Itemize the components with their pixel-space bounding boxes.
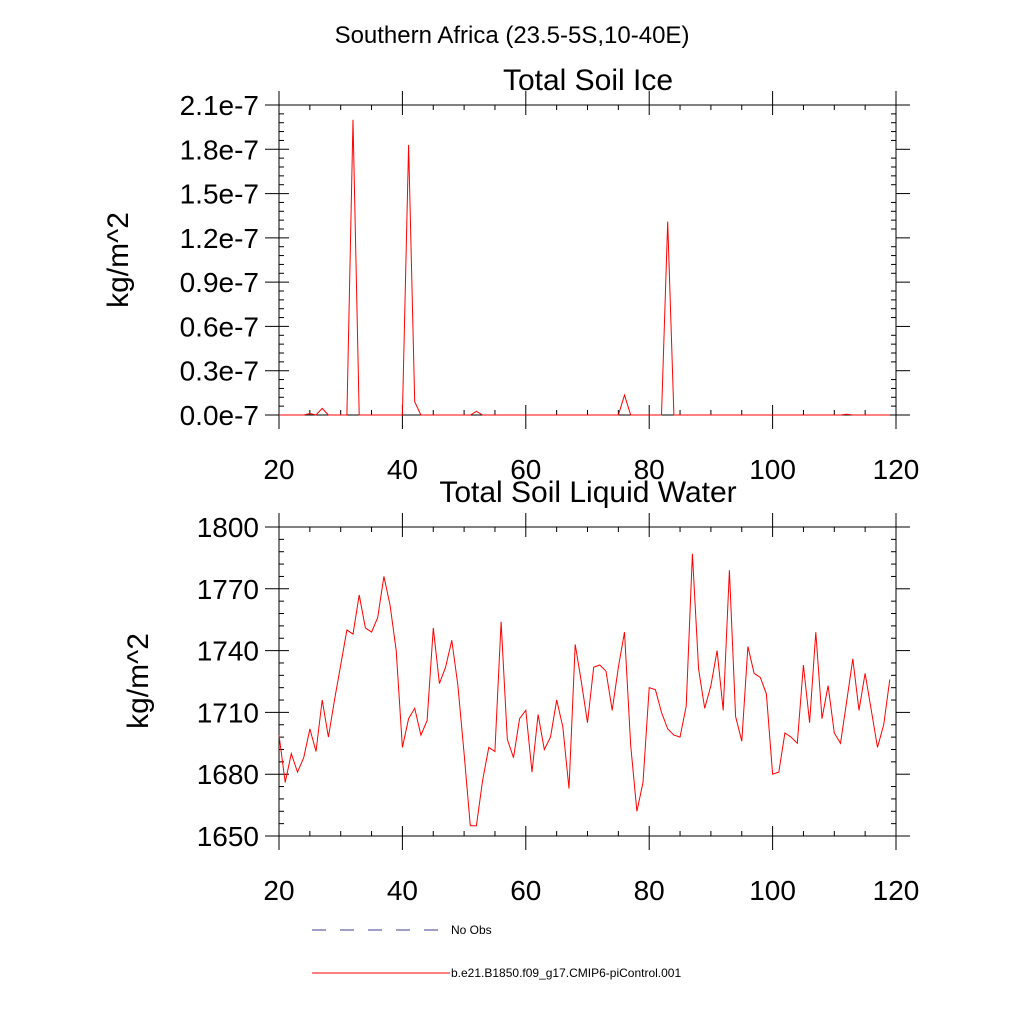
series-line [279, 119, 890, 416]
series-line [278, 553, 891, 827]
y-tick-label: 0.0e-7 [180, 400, 259, 431]
x-ticks: 20 40 60 80 100 120 [263, 513, 919, 906]
panel-total-soil-liquid-water: Total Soil Liquid Water kg/m^2 165016801… [122, 476, 919, 906]
y-tick-label: 0.3e-7 [180, 356, 259, 387]
y-tick-label: 1800 [197, 512, 259, 543]
y-tick-label: 1.8e-7 [180, 134, 259, 165]
y-tick-label: 2.1e-7 [180, 90, 259, 121]
y-axis-label: kg/m^2 [102, 212, 135, 308]
x-tick-label: 60 [510, 454, 541, 485]
x-tick-label: 120 [873, 875, 920, 906]
panel-title: Total Soil Liquid Water [439, 476, 736, 509]
x-tick-label: 80 [634, 875, 665, 906]
y-tick-label: 1680 [197, 759, 259, 790]
x-ticks: 20 40 60 80 100 120 [263, 91, 919, 485]
plot-frame [278, 526, 897, 837]
y-ticks: 0.0e-7 0.3e-7 0.6e-7 0.9e-7 1.2e-7 1.5e-7 1.8e… [180, 90, 910, 431]
x-tick-label: 20 [263, 454, 294, 485]
x-tick-label: 100 [749, 454, 796, 485]
y-tick-label: 1710 [197, 697, 259, 728]
minor-ticks [279, 527, 896, 836]
y-tick-label: 1.5e-7 [180, 179, 259, 210]
legend: No Obs b.e21.B1850.f09_g17.CMIP6-piContr… [312, 923, 681, 980]
x-tick-label: 100 [749, 875, 796, 906]
x-tick-label: 40 [387, 454, 418, 485]
x-tick-label: 120 [873, 454, 920, 485]
y-tick-label: 1770 [197, 574, 259, 605]
x-tick-label: 40 [387, 875, 418, 906]
y-tick-label: 0.9e-7 [180, 267, 259, 298]
plot-frame [278, 104, 897, 416]
series-group [279, 119, 890, 416]
panel-total-soil-ice: Total Soil Ice kg/m^2 0.0e-7 0.3e-7 0.6e-7… [102, 64, 919, 485]
minor-ticks [279, 105, 896, 415]
y-tick-label: 1740 [197, 636, 259, 667]
y-tick-label: 0.6e-7 [180, 311, 259, 342]
legend-label-model: b.e21.B1850.f09_g17.CMIP6-piControl.001 [451, 966, 681, 980]
y-ticks: 1650 1680 1710 1740 1770 1800 [197, 512, 910, 852]
figure-title: Southern Africa (23.5-5S,10-40E) [335, 22, 690, 49]
x-tick-label: 20 [263, 875, 294, 906]
y-tick-label: 1.2e-7 [180, 223, 259, 254]
x-tick-label: 60 [510, 875, 541, 906]
y-axis-label: kg/m^2 [122, 633, 155, 729]
x-tick-label: 80 [634, 454, 665, 485]
legend-label-no-obs: No Obs [451, 923, 492, 937]
panel-title: Total Soil Ice [503, 64, 673, 97]
y-tick-label: 1650 [197, 821, 259, 852]
series-group [278, 553, 891, 827]
